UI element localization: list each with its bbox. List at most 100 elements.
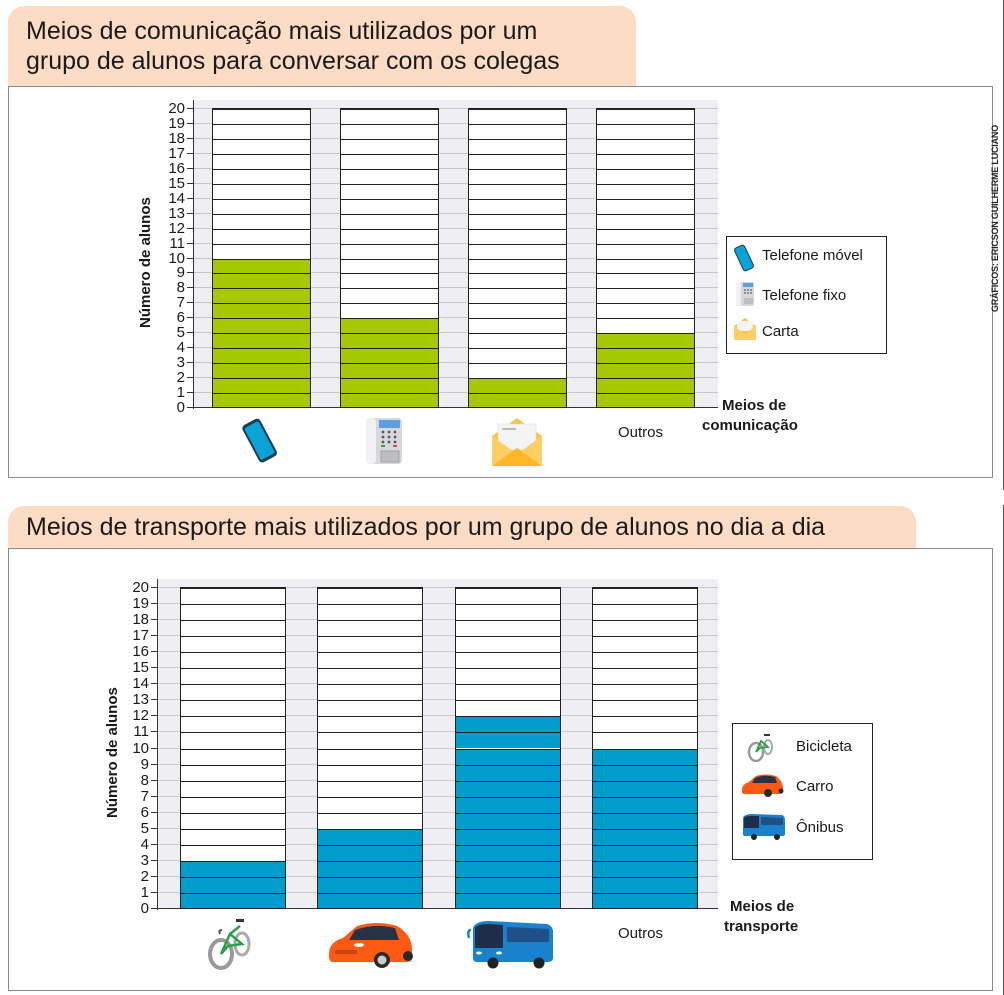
chart-credit: GRÁFICOS: ERICSON GUILHERME LUCIANO xyxy=(990,124,1000,312)
y-axis-tick xyxy=(187,407,193,408)
chart1-x-axis xyxy=(193,407,718,408)
y-axis-tick-label: 9 xyxy=(140,755,149,773)
y-axis-tick-label: 2 xyxy=(176,369,185,387)
gridline xyxy=(157,747,718,749)
y-axis-tick xyxy=(187,197,193,199)
gridline xyxy=(193,182,718,184)
y-axis-tick-label: 9 xyxy=(176,264,185,282)
chart2-x-axis-label: Meios de transporte xyxy=(724,897,798,937)
gridline xyxy=(157,683,718,685)
y-axis-tick xyxy=(187,227,193,229)
y-axis-tick-label: 10 xyxy=(132,739,149,757)
y-axis-tick xyxy=(151,699,157,701)
y-axis-tick-label: 15 xyxy=(132,659,149,677)
y-axis-tick-label: 4 xyxy=(140,835,149,853)
y-axis-tick xyxy=(151,731,157,733)
chart1-x-axis-label: Meios de comunicação xyxy=(702,396,798,436)
y-axis-tick-label: 20 xyxy=(132,579,149,596)
y-axis-tick xyxy=(151,667,157,669)
chart1-title: Meios de comunicação mais utilizados por… xyxy=(8,6,636,86)
gridline xyxy=(193,108,718,109)
y-axis-tick xyxy=(151,875,157,877)
y-axis-tick xyxy=(151,908,157,909)
y-axis-tick xyxy=(187,362,193,364)
y-axis-tick-label: 7 xyxy=(140,787,149,805)
chart1-x-axis-label-line1: Meios de xyxy=(722,397,787,414)
y-axis-tick-label: 17 xyxy=(168,144,185,162)
y-axis-tick xyxy=(151,619,157,621)
gridline xyxy=(157,795,718,797)
legend-mobile-phone-icon xyxy=(734,244,754,272)
legend-item-telefone-movel: Telefone móvel xyxy=(762,247,863,264)
gridline xyxy=(193,392,718,394)
y-axis-tick xyxy=(151,827,157,829)
bar-telefone-fixo xyxy=(340,108,439,408)
legend-envelope-icon xyxy=(734,318,756,340)
y-axis-tick xyxy=(187,108,193,109)
chart2-x-axis-label-line1: Meios de xyxy=(730,898,795,915)
chart2-category-outros: Outros xyxy=(618,925,664,942)
y-axis-tick-label: 13 xyxy=(168,204,185,222)
chart1-category-outros: Outros xyxy=(618,424,664,441)
chart1-y-axis xyxy=(193,100,194,409)
y-axis-tick xyxy=(151,715,157,717)
y-axis-tick-label: 17 xyxy=(132,627,149,645)
y-axis-tick xyxy=(151,603,157,605)
bar-bicicleta xyxy=(180,587,286,909)
gridline xyxy=(157,891,718,893)
y-axis-tick xyxy=(187,122,193,124)
y-axis-tick xyxy=(187,212,193,214)
legend-bus-icon xyxy=(743,814,785,840)
y-axis-tick xyxy=(151,747,157,749)
bar--nibus xyxy=(455,587,561,909)
y-axis-tick xyxy=(187,302,193,304)
car-icon xyxy=(329,923,413,968)
gridline xyxy=(157,635,718,637)
bar-carro xyxy=(317,587,423,909)
y-axis-tick-label: 11 xyxy=(133,723,149,741)
gridline xyxy=(193,377,718,379)
y-axis-tick xyxy=(187,182,193,184)
gridline xyxy=(193,317,718,319)
y-axis-tick xyxy=(187,137,193,139)
y-axis-tick-label: 15 xyxy=(168,174,185,192)
legend-bicycle-icon xyxy=(747,734,773,762)
y-axis-tick xyxy=(187,152,193,154)
y-axis-tick-label: 6 xyxy=(140,803,149,821)
y-axis-tick xyxy=(151,587,157,588)
y-axis-tick-label: 18 xyxy=(132,611,149,629)
chart1-y-axis-label: Número de alunos xyxy=(137,197,154,328)
gridline xyxy=(193,272,718,274)
y-axis-tick-label: 14 xyxy=(168,189,185,207)
gridline xyxy=(193,152,718,154)
legend-item-onibus: Ônibus xyxy=(796,819,844,836)
chart1-legend: Telefone móvel Telefone fixo Carta xyxy=(726,236,887,354)
legend-item-carro: Carro xyxy=(796,778,834,795)
y-axis-tick-label: 12 xyxy=(132,707,149,725)
y-axis-tick xyxy=(187,377,193,379)
y-axis-tick-label: 5 xyxy=(176,324,185,342)
gridline xyxy=(157,859,718,861)
y-axis-tick-label: 10 xyxy=(168,249,185,267)
legend-item-telefone-fixo: Telefone fixo xyxy=(762,287,847,304)
landline-phone-icon xyxy=(366,418,402,464)
envelope-icon xyxy=(492,418,542,466)
bar-carta xyxy=(468,108,567,408)
chart2-legend: Bicicleta Carro Ônibus xyxy=(732,723,873,860)
y-axis-tick-label: 16 xyxy=(132,643,149,661)
y-axis-tick xyxy=(187,287,193,289)
y-axis-tick xyxy=(187,242,193,244)
y-axis-tick-label: 18 xyxy=(168,129,185,147)
chart2-y-axis xyxy=(157,579,158,910)
y-axis-tick xyxy=(151,859,157,861)
y-axis-tick xyxy=(151,651,157,653)
y-axis-tick-label: 2 xyxy=(140,867,149,885)
gridline xyxy=(193,287,718,289)
gridline xyxy=(157,715,718,717)
y-axis-tick xyxy=(187,272,193,274)
gridline xyxy=(157,763,718,765)
y-axis-tick-label: 1 xyxy=(140,883,149,901)
gridline xyxy=(193,362,718,364)
bicycle-icon xyxy=(208,919,251,970)
y-axis-tick-label: 13 xyxy=(132,691,149,709)
